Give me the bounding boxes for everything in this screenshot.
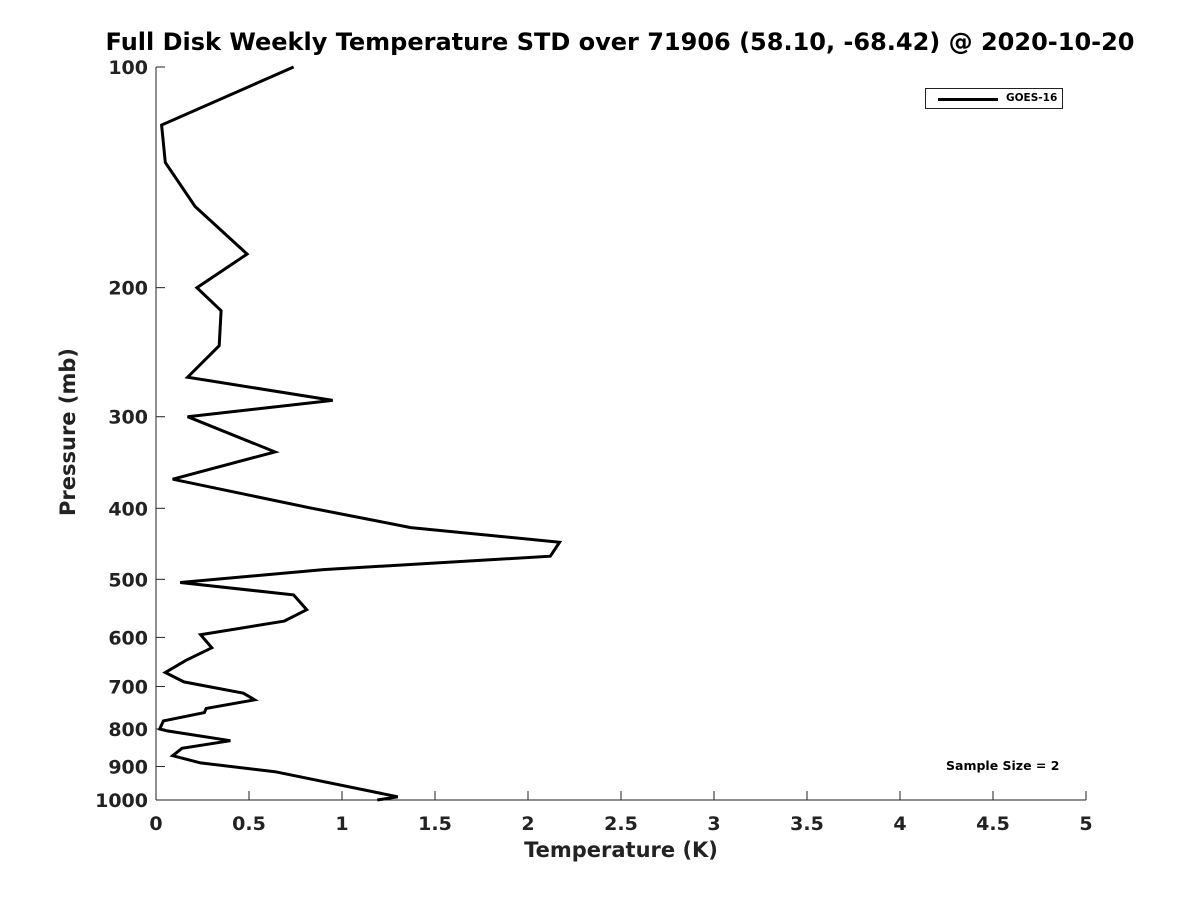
y-tick-label: 700 [108,676,148,698]
x-tick-label: 3.5 [790,813,824,835]
x-tick-label: 2 [521,813,534,835]
x-tick-label: 2.5 [604,813,638,835]
y-tick-label: 800 [108,719,148,741]
y-tick-label: 1000 [95,790,148,812]
legend: GOES-16 [925,88,1063,109]
x-axis-label: Temperature (K) [524,838,718,862]
series-layer [157,65,563,802]
x-tick-label: 3 [707,813,720,835]
y-tick-label: 300 [108,407,148,429]
x-tick-label: 0 [149,813,162,835]
x-tick-label: 1 [335,813,348,835]
y-tick-label: 400 [108,498,148,520]
legend-swatch [938,98,998,101]
y-tick-label: 900 [108,756,148,778]
axes [155,67,1086,801]
y-tick-label: 600 [108,627,148,649]
x-tick-label: 0.5 [232,813,266,835]
x-tick-label: 4 [893,813,906,835]
chart-title: Full Disk Weekly Temperature STD over 71… [105,28,1135,56]
sample-size-annotation: Sample Size = 2 [946,758,1060,773]
x-tick-label: 4.5 [976,813,1010,835]
x-tick-label: 5 [1079,813,1092,835]
y-tick-label: 200 [108,278,148,300]
x-ticks: 0 0.5 1 1.5 2 2.5 3 3.5 4 4.5 5 [149,791,1093,835]
x-tick-label: 1.5 [418,813,452,835]
y-tick-label: 500 [108,569,148,591]
series-line-goes-16 [157,65,563,802]
y-ticks: 100 200 300 400 500 600 700 800 900 1000 [95,57,165,812]
legend-label: GOES-16 [1006,92,1058,104]
y-tick-label: 100 [108,57,148,79]
